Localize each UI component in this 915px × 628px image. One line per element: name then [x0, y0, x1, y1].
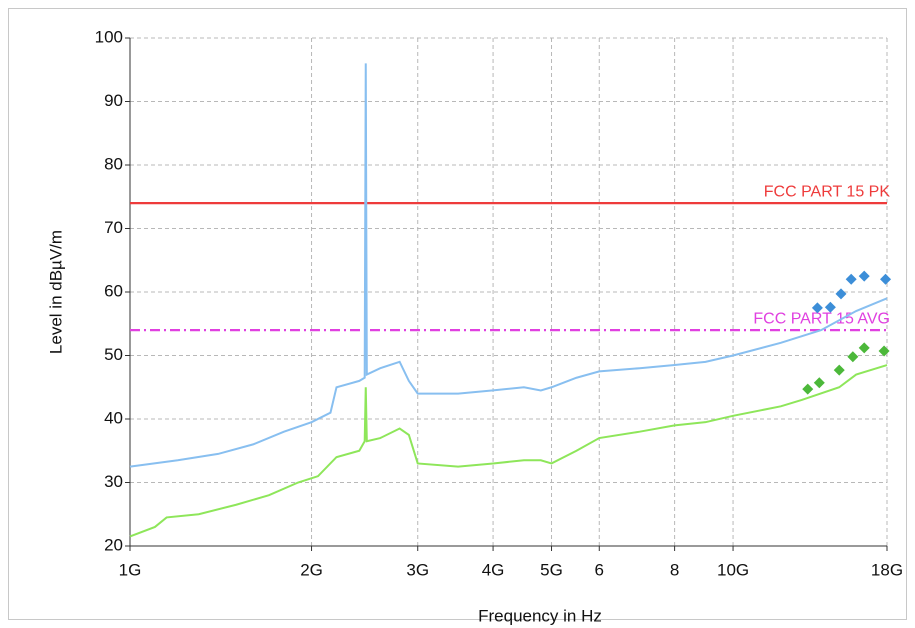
x-tick-label: 3G: [406, 560, 429, 579]
x-tick-label: 5G: [540, 560, 563, 579]
x-tick-label: 2G: [300, 560, 323, 579]
marker: [811, 302, 823, 314]
x-tick-label: 4G: [482, 560, 505, 579]
y-tick-label: 30: [104, 472, 123, 491]
limit-label: FCC PART 15 AVG: [753, 310, 890, 327]
frame: [8, 8, 907, 620]
trace: [129, 364, 888, 538]
y-tick-label: 20: [104, 535, 123, 554]
y-tick-label: 80: [104, 154, 123, 173]
y-tick-label: 40: [104, 408, 123, 427]
x-tick-label: 10G: [717, 560, 749, 579]
marker: [858, 270, 870, 282]
x-tick-label: 8: [670, 560, 679, 579]
y-axis-title: Level in dBµV/m: [46, 230, 65, 354]
marker: [835, 288, 847, 300]
x-tick-label: 6: [595, 560, 604, 579]
marker: [845, 273, 857, 285]
marker: [802, 383, 814, 395]
marker: [880, 273, 892, 285]
y-tick-label: 90: [104, 91, 123, 110]
y-tick-label: 100: [95, 27, 123, 46]
marker: [878, 345, 890, 357]
y-tick-label: 60: [104, 281, 123, 300]
trace: [129, 63, 888, 468]
y-tick-label: 50: [104, 345, 123, 364]
marker: [833, 364, 845, 376]
marker: [813, 377, 825, 389]
limit-label: FCC PART 15 PK: [764, 183, 891, 200]
x-tick-label: 1G: [119, 560, 142, 579]
marker: [824, 301, 836, 313]
x-axis-title: Frequency in Hz: [478, 606, 602, 625]
marker: [858, 342, 870, 354]
x-tick-label: 18G: [871, 560, 903, 579]
marker: [847, 351, 859, 363]
y-tick-label: 70: [104, 218, 123, 237]
